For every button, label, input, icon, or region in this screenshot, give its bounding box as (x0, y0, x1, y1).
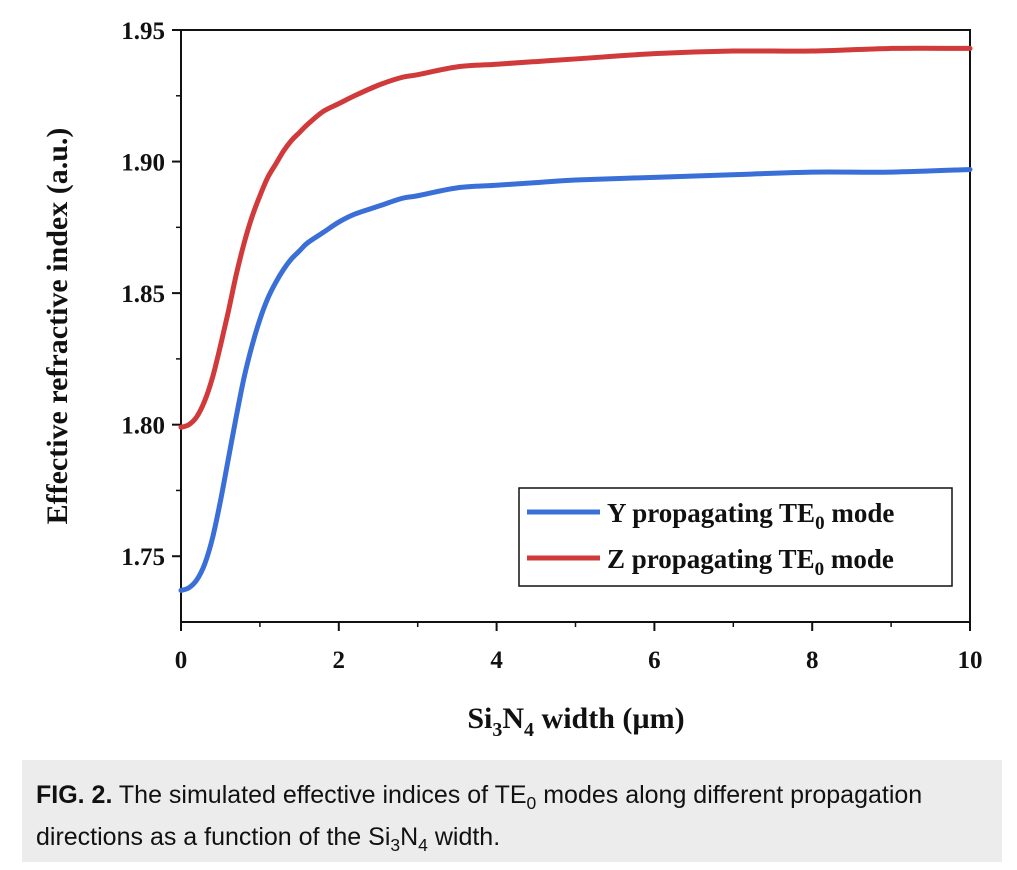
legend-label-y: Y propagating TE0 mode (607, 498, 894, 534)
x-tick-label: 10 (958, 647, 983, 674)
series-layer (178, 45, 973, 593)
x-tick-label: 2 (333, 647, 346, 674)
caption-subscript: 4 (418, 835, 428, 855)
x-tick-label: 8 (806, 647, 819, 674)
caption-text: The simulated effective indices of TE (112, 781, 527, 809)
ticks: 0 2 4 6 8 10 1.75 1.80 1.85 1.90 1.95 (121, 18, 982, 674)
y-tick-label: 1.85 (121, 281, 165, 308)
caption-text: N (400, 823, 419, 851)
x-tick-label: 4 (490, 647, 503, 674)
y-tick-label: 1.75 (121, 544, 165, 571)
y-tick-label: 1.95 (121, 18, 165, 45)
y-tick-label: 1.90 (121, 150, 165, 177)
legend-box (518, 487, 953, 587)
caption-subscript: 3 (390, 835, 401, 855)
caption-subscript: 0 (526, 793, 537, 813)
legend-label-z: Z propagating TE0 mode (607, 544, 894, 580)
x-tick-label: 0 (175, 647, 188, 674)
x-tick-label: 6 (648, 647, 661, 674)
y-axis-title: Effective refractive index (a.u.) (41, 128, 74, 525)
figure-label: FIG. 2. (36, 781, 113, 809)
series-line-z-propagating (178, 45, 973, 430)
series-line-y-propagating (178, 166, 973, 593)
figure-caption: FIG. 2. The simulated effective indices … (22, 760, 1002, 862)
legend: Y propagating TE0 mode Z propagating TE0… (518, 487, 953, 587)
line-chart: 0 2 4 6 8 10 1.75 1.80 1.85 1.90 1.95 Effective re… (41, 18, 983, 741)
caption-text: modes along different propagation direct… (36, 781, 923, 851)
caption-text: width. (427, 823, 501, 851)
x-axis-title: Si3N4 width (µm) (467, 702, 684, 741)
y-tick-label: 1.80 (121, 413, 165, 440)
